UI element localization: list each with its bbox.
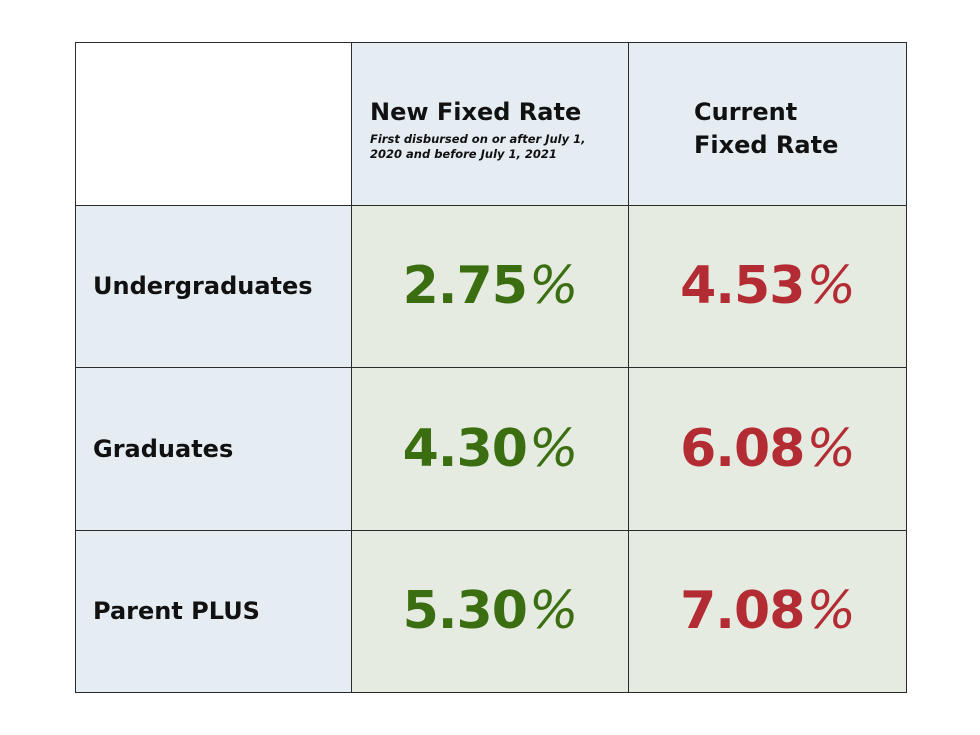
- new-rate-value: 4.30%: [402, 418, 579, 479]
- current-rate-value: 4.53%: [680, 256, 856, 317]
- current-rate-cell: 6.08%: [628, 367, 907, 531]
- current-rate-value: 6.08%: [680, 418, 856, 479]
- new-rate-cell: 5.30%: [351, 529, 629, 693]
- new-rate-value: 5.30%: [402, 581, 579, 642]
- interest-rate-table: New Fixed Rate First disbursed on or aft…: [75, 42, 907, 693]
- header-blank-cell: [75, 42, 352, 206]
- new-rate-cell: 4.30%: [351, 367, 629, 531]
- row-label-cell: Parent PLUS: [75, 529, 352, 693]
- new-rate-value: 2.75%: [402, 256, 579, 317]
- row-label-cell: Graduates: [75, 367, 352, 531]
- current-rate-cell: 7.08%: [628, 529, 907, 693]
- table-row-graduates: Graduates 4.30% 6.08%: [75, 367, 907, 531]
- row-label: Undergraduates: [93, 272, 313, 301]
- header-current-fixed-rate: Current Fixed Rate: [628, 42, 907, 206]
- table-row-parent-plus: Parent PLUS 5.30% 7.08%: [75, 529, 907, 693]
- new-rate-title: New Fixed Rate: [370, 97, 582, 126]
- new-rate-subtitle: First disbursed on or after July 1, 2020…: [370, 131, 586, 161]
- current-rate-title-line1: Current: [694, 97, 798, 126]
- row-label: Parent PLUS: [93, 597, 260, 626]
- new-rate-cell: 2.75%: [351, 204, 629, 368]
- row-label: Graduates: [93, 434, 234, 463]
- row-label-cell: Undergraduates: [75, 204, 352, 368]
- table-header-row: New Fixed Rate First disbursed on or aft…: [75, 42, 907, 206]
- table-row-undergraduates: Undergraduates 2.75% 4.53%: [75, 204, 907, 368]
- header-new-fixed-rate: New Fixed Rate First disbursed on or aft…: [351, 42, 629, 206]
- current-rate-value: 7.08%: [680, 581, 856, 642]
- current-rate-title-line2: Fixed Rate: [694, 130, 839, 159]
- current-rate-cell: 4.53%: [628, 204, 907, 368]
